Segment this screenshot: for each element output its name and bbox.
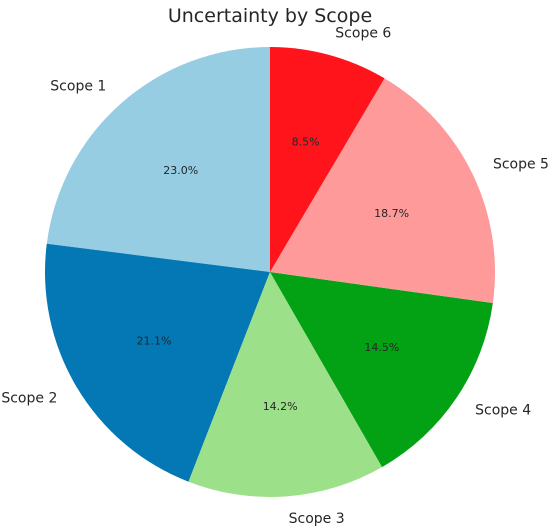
pie-slice-scope-5: [270, 78, 495, 304]
pie-slices: [45, 47, 495, 497]
slice-label-scope-3: Scope 3: [289, 511, 345, 527]
pct-label-scope-5: 18.7%: [374, 207, 409, 220]
slice-label-scope-6: Scope 6: [335, 25, 391, 41]
pie-slice-scope-6: [270, 47, 385, 272]
pie-slice-scope-4: [270, 272, 493, 468]
pct-label-scope-2: 21.1%: [137, 335, 172, 348]
pct-label-scope-1: 23.0%: [163, 164, 198, 177]
pct-label-scope-4: 14.5%: [364, 341, 399, 354]
slice-label-scope-2: Scope 2: [1, 391, 57, 407]
pct-label-scope-6: 8.5%: [292, 135, 320, 148]
slice-label-scope-4: Scope 4: [475, 402, 531, 418]
chart-title: Uncertainty by Scope: [168, 5, 372, 27]
pie-labels: 23.0% Scope 1 21.1% Scope 2 14.2% Scope 3 14.5…: [1, 25, 549, 527]
pie-slice-scope-3: [188, 272, 383, 497]
pct-label-scope-3: 14.2%: [263, 400, 298, 413]
slice-label-scope-1: Scope 1: [50, 78, 106, 94]
pie-slice-scope-1: [46, 47, 270, 272]
slice-label-scope-5: Scope 5: [493, 157, 549, 173]
pie-slice-scope-2: [45, 243, 271, 482]
